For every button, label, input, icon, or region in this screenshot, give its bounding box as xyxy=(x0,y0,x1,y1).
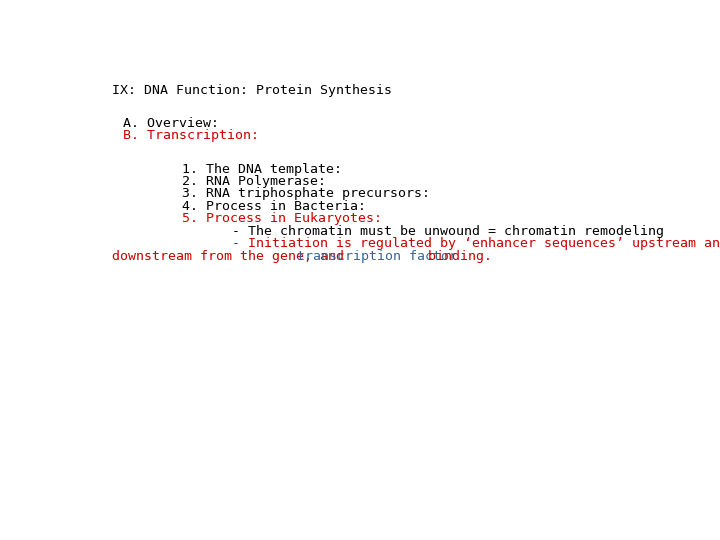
Text: transcription factor: transcription factor xyxy=(297,250,456,263)
Text: 1. The DNA template:: 1. The DNA template: xyxy=(182,163,342,176)
Text: 2. RNA Polymerase:: 2. RNA Polymerase: xyxy=(182,175,326,188)
Text: - Initiation is regulated by ‘enhancer sequences’ upstream and: - Initiation is regulated by ‘enhancer s… xyxy=(233,238,720,251)
Text: B. Transcription:: B. Transcription: xyxy=(124,129,259,142)
Text: 5. Process in Eukaryotes:: 5. Process in Eukaryotes: xyxy=(182,212,382,225)
Text: 3. RNA triphosphate precursors:: 3. RNA triphosphate precursors: xyxy=(182,187,430,200)
Text: - The chromatin must be unwound = chromatin remodeling: - The chromatin must be unwound = chroma… xyxy=(233,225,665,238)
Text: 4. Process in Bacteria:: 4. Process in Bacteria: xyxy=(182,200,366,213)
Text: A. Overview:: A. Overview: xyxy=(124,117,220,130)
Text: binding.: binding. xyxy=(420,250,492,263)
Text: downstream from the gene, and: downstream from the gene, and xyxy=(112,250,352,263)
Text: IX: DNA Function: Protein Synthesis: IX: DNA Function: Protein Synthesis xyxy=(112,84,392,97)
